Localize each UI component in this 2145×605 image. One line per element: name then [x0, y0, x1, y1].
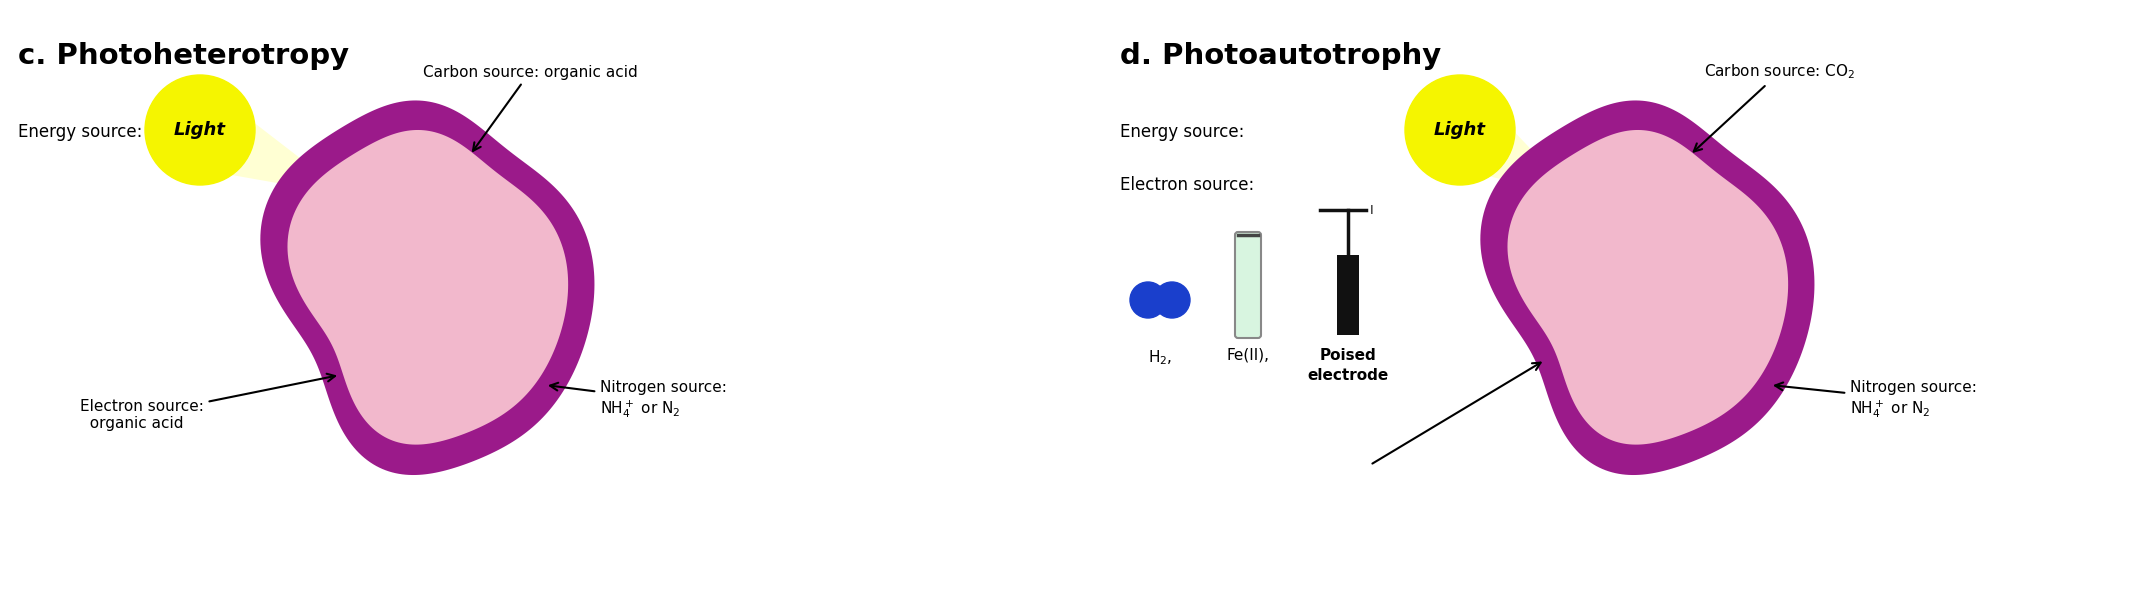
Text: electrode: electrode: [1306, 368, 1388, 383]
Text: Carbon source: organic acid: Carbon source: organic acid: [423, 65, 637, 151]
Text: Electron source:
  organic acid: Electron source: organic acid: [79, 374, 335, 431]
Text: Nitrogen source:
NH$_4^+$ or N$_2$: Nitrogen source: NH$_4^+$ or N$_2$: [549, 380, 727, 420]
Text: I: I: [1371, 203, 1373, 217]
Circle shape: [1154, 282, 1190, 318]
Polygon shape: [287, 130, 568, 445]
Text: Poised: Poised: [1319, 348, 1377, 363]
Text: Nitrogen source:
NH$_4^+$ or N$_2$: Nitrogen source: NH$_4^+$ or N$_2$: [1776, 380, 1978, 420]
Circle shape: [1405, 75, 1514, 185]
Text: c. Photoheterotropy: c. Photoheterotropy: [17, 42, 350, 70]
Text: d. Photoautotrophy: d. Photoautotrophy: [1120, 42, 1441, 70]
Polygon shape: [1480, 100, 1815, 475]
Text: Energy source:: Energy source:: [1120, 123, 1244, 141]
Text: Light: Light: [1435, 121, 1486, 139]
Polygon shape: [260, 100, 594, 475]
Polygon shape: [184, 93, 390, 221]
Polygon shape: [1508, 130, 1789, 445]
Text: Electron source:: Electron source:: [1120, 176, 1255, 194]
Text: Energy source:: Energy source:: [17, 123, 142, 141]
Text: Light: Light: [174, 121, 225, 139]
Text: H$_2$,: H$_2$,: [1148, 348, 1171, 367]
Text: Fe(II),: Fe(II),: [1227, 348, 1270, 363]
Text: Carbon source: CO$_2$: Carbon source: CO$_2$: [1695, 63, 1855, 151]
Circle shape: [146, 75, 255, 185]
Circle shape: [1130, 282, 1167, 318]
Bar: [1336, 255, 1360, 335]
Polygon shape: [1439, 96, 1611, 222]
FancyBboxPatch shape: [1236, 232, 1261, 338]
